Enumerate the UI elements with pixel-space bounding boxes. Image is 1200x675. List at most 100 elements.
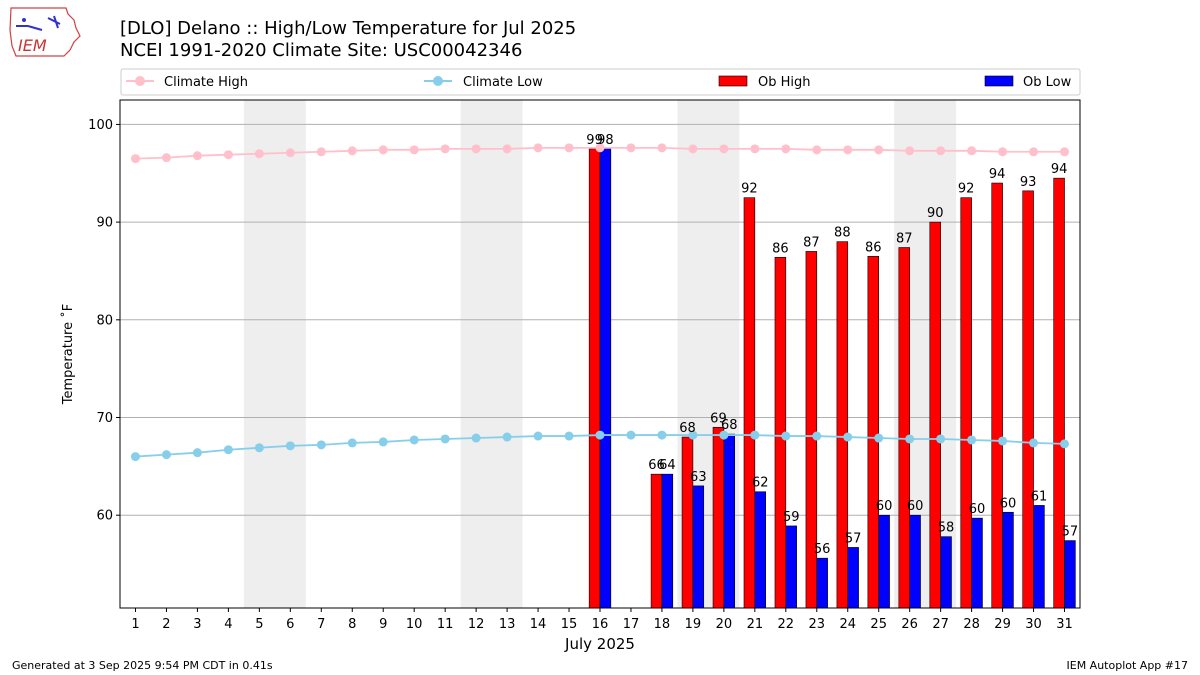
ob-high-label: 69	[710, 411, 727, 426]
ob-low-label: 60	[876, 499, 893, 514]
ob-high-label: 66	[648, 458, 665, 473]
ob-low-bar	[723, 433, 736, 609]
ob-low-bar	[599, 148, 612, 609]
observation-bars	[588, 148, 1076, 609]
ob-low-label: 61	[1031, 489, 1048, 504]
chart-title: [DLO] Delano :: High/Low Temperature for…	[120, 18, 577, 39]
climate-high-point	[533, 143, 543, 153]
y-tick-label: 90	[96, 216, 113, 231]
ob-high-bar	[991, 182, 1003, 609]
climate-low-point	[502, 432, 512, 442]
chart-subtitle: NCEI 1991-2020 Climate Site: USC00042346	[120, 40, 523, 61]
ob-high-bar	[743, 197, 756, 609]
climate-high-point	[812, 145, 822, 155]
climate-high-point	[347, 146, 357, 156]
ob-low-bar	[816, 557, 828, 609]
footer-generated: Generated at 3 Sep 2025 9:54 PM CDT in 0…	[12, 659, 273, 672]
x-tick-label: 17	[623, 617, 640, 632]
climate-low-point	[936, 434, 946, 444]
x-tick-label: 3	[193, 617, 201, 632]
climate-high-point	[1060, 147, 1070, 157]
climate-high-point	[285, 148, 295, 158]
ob-high-bar	[960, 197, 972, 609]
x-tick-label: 4	[224, 617, 232, 632]
legend-label-climate-low: Climate Low	[463, 75, 543, 90]
climate-low-point	[409, 435, 419, 445]
legend-label-ob-high: Ob High	[758, 75, 811, 90]
x-tick-label: 9	[379, 617, 387, 632]
x-tick-label: 15	[561, 617, 578, 632]
ob-low-label: 57	[1062, 525, 1079, 540]
climate-high-point	[502, 144, 512, 154]
ob-high-bar	[898, 247, 910, 609]
climate-low-point	[223, 445, 233, 455]
legend-frame	[120, 68, 1081, 96]
ob-low-bar	[785, 525, 797, 609]
climate-low-point	[998, 436, 1008, 446]
climate-low-point	[378, 437, 388, 447]
climate-high-point	[440, 144, 450, 154]
x-tick-label: 22	[778, 617, 795, 632]
footer-app: IEM Autoplot App #17	[1066, 659, 1189, 672]
ob-high-bar	[929, 221, 941, 609]
y-tick-label: 80	[96, 313, 113, 328]
ob-high-label: 92	[958, 182, 975, 197]
ob-high-bar	[650, 473, 663, 609]
climate-low-point	[285, 441, 295, 451]
climate-high-point	[161, 153, 171, 163]
climate-low-point	[595, 430, 605, 440]
climate-low-point	[471, 433, 481, 443]
x-tick-label: 11	[437, 617, 454, 632]
climate-high-point	[998, 147, 1008, 157]
ob-low-bar	[754, 491, 766, 609]
climate-low-point	[905, 434, 915, 444]
ob-low-bar	[878, 514, 890, 609]
climate-low-point	[130, 452, 140, 462]
x-tick-label: 20	[716, 617, 733, 632]
ob-low-label: 60	[1000, 496, 1017, 511]
x-tick-label: 26	[901, 617, 918, 632]
climate-low-point	[1029, 438, 1039, 448]
ob-low-label: 68	[721, 418, 738, 433]
climate-high-point	[378, 145, 388, 155]
climate-low-point	[564, 431, 574, 441]
x-tick-label: 28	[963, 617, 980, 632]
ob-low-bar	[692, 485, 705, 609]
climate-high-point	[130, 154, 140, 164]
x-tick-label: 7	[317, 617, 325, 632]
climate-low-point	[781, 431, 791, 441]
ob-low-label: 60	[907, 499, 924, 514]
climate-high-point	[595, 143, 605, 153]
x-tick-label: 25	[870, 617, 887, 632]
ob-low-label: 56	[814, 542, 831, 557]
climate-high-point	[967, 146, 977, 156]
climate-low-point	[688, 430, 698, 440]
x-tick-label: 29	[994, 617, 1011, 632]
ob-low-bar	[940, 536, 952, 609]
climate-high-point	[905, 146, 915, 156]
ob-high-label: 86	[772, 241, 789, 256]
ob-low-label: 58	[938, 521, 955, 536]
climate-low-point	[967, 435, 977, 445]
x-tick-label: 2	[162, 617, 170, 632]
ob-high-bar	[681, 436, 694, 609]
climate-low-point	[161, 450, 171, 460]
ob-high-label: 92	[741, 182, 758, 197]
ob-low-bar	[847, 547, 859, 609]
ob-high-label: 87	[803, 235, 820, 250]
ob-high-bar	[1022, 190, 1034, 609]
x-tick-label: 1	[131, 617, 139, 632]
climate-high-point	[316, 147, 326, 157]
legend: Climate High Climate Low Ob High Ob Low	[120, 68, 1081, 96]
climate-low-point	[347, 438, 357, 448]
ob-high-bar	[836, 241, 849, 609]
ob-low-label: 62	[752, 476, 769, 491]
ob-high-label: 94	[989, 167, 1006, 182]
climate-high-point	[1029, 147, 1039, 157]
ob-high-label: 68	[679, 421, 696, 436]
legend-swatch-ob-low	[984, 75, 1014, 87]
x-tick-label: 10	[406, 617, 423, 632]
climate-low-point	[316, 440, 326, 450]
ob-low-bar	[1064, 540, 1076, 609]
